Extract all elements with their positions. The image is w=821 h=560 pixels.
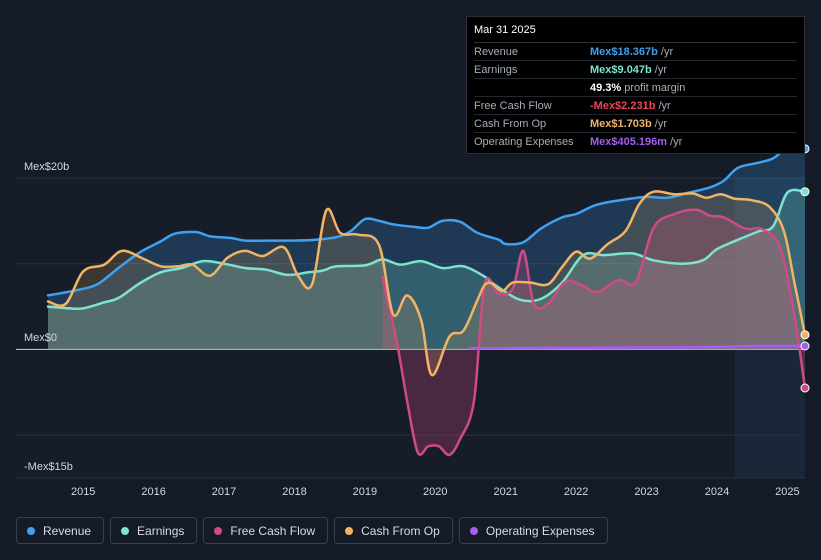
x-tick-label: 2020 xyxy=(423,486,447,498)
cash-from-op-line xyxy=(46,190,807,377)
legend-label: Revenue xyxy=(43,523,92,538)
legend-item-operating-expenses[interactable]: Operating Expenses xyxy=(458,517,608,544)
tooltip-label: Operating Expenses xyxy=(474,135,574,148)
earnings-area xyxy=(48,189,805,350)
x-tick-label: 2017 xyxy=(212,486,236,498)
cash-from-op-end-marker xyxy=(800,330,810,340)
tooltip-row: Free Cash Flow -Mex$2.231b/yr xyxy=(474,97,797,115)
tooltip-date: Mar 31 2025 xyxy=(474,24,797,43)
x-tick-label: 2019 xyxy=(353,486,377,498)
legend-item-earnings[interactable]: Earnings xyxy=(110,517,198,544)
earnings-line xyxy=(46,188,807,311)
operating-expenses-line xyxy=(469,344,807,350)
x-tick-label: 2024 xyxy=(705,486,729,498)
cash-from-op-area xyxy=(48,191,805,376)
free-cash-flow-end-marker xyxy=(800,383,810,393)
x-tick-label: 2025 xyxy=(775,486,799,498)
tooltip-unit: /yr xyxy=(654,63,667,76)
tooltip-unit: /yr xyxy=(670,135,683,148)
tooltip-row: 49.3% profit margin xyxy=(474,79,797,97)
free-cash-flow-line xyxy=(381,208,807,457)
tooltip-unit: profit margin xyxy=(624,81,686,94)
legend-dot-icon xyxy=(214,526,223,535)
free-cash-flow-area xyxy=(382,209,805,456)
tooltip-value: Mex$18.367b xyxy=(590,45,658,58)
tooltip-value: Mex$9.047b xyxy=(590,63,652,76)
legend-item-free-cash-flow[interactable]: Free Cash Flow xyxy=(203,517,329,544)
x-tick-label: 2022 xyxy=(564,486,588,498)
x-tick-label: 2018 xyxy=(282,486,306,498)
tooltip-unit: /yr xyxy=(660,45,674,58)
tooltip-label: Free Cash Flow xyxy=(474,99,552,112)
tooltip-label: Earnings xyxy=(474,63,518,76)
tooltip-label: Cash From Op xyxy=(474,117,547,130)
earnings-end-marker xyxy=(800,187,810,197)
y-label-top: Mex$20b xyxy=(24,161,69,173)
x-tick-label: 2015 xyxy=(71,486,95,498)
legend-dot-icon xyxy=(121,526,130,535)
tooltip-row: Earnings Mex$9.047b/yr xyxy=(474,61,797,79)
y-label-bottom: -Mex$15b xyxy=(24,461,73,473)
tooltip-value: -Mex$2.231b xyxy=(590,99,656,112)
tooltip-row: Cash From Op Mex$1.703b/yr xyxy=(474,115,797,133)
tooltip-value: Mex$1.703b xyxy=(590,117,652,130)
legend-item-cash-from-op[interactable]: Cash From Op xyxy=(334,517,453,544)
tooltip-row: Operating Expenses Mex$405.196m/yr xyxy=(474,133,797,150)
tooltip-value: 49.3% xyxy=(590,81,622,94)
x-tick-label: 2023 xyxy=(634,486,658,498)
x-tick-label: 2016 xyxy=(141,486,165,498)
tooltip-unit: /yr xyxy=(658,99,671,112)
tooltip-row: Revenue Mex$18.367b/yr xyxy=(474,43,797,61)
tooltip-value: Mex$405.196m xyxy=(590,135,668,148)
legend-label: Free Cash Flow xyxy=(230,523,316,538)
tooltip-label: Revenue xyxy=(474,45,519,58)
legend-item-revenue[interactable]: Revenue xyxy=(16,517,105,544)
legend-dot-icon xyxy=(345,526,354,535)
legend-dot-icon xyxy=(469,526,478,535)
legend-label: Operating Expenses xyxy=(485,523,595,538)
past-plot-area xyxy=(16,178,735,478)
legend: Revenue Earnings Free Cash Flow Cash From O… xyxy=(16,517,608,544)
tooltip-unit: /yr xyxy=(654,117,667,130)
y-label-zero: Mex$0 xyxy=(24,332,57,344)
tooltip: Mar 31 2025 Revenue Mex$18.367b/yr Earning… xyxy=(466,16,805,154)
x-tick-label: 2021 xyxy=(493,486,517,498)
legend-dot-icon xyxy=(27,526,35,535)
revenue-area xyxy=(48,147,805,350)
operating-expenses-end-marker xyxy=(800,341,810,351)
legend-label: Cash From Op xyxy=(361,523,440,538)
legend-label: Earnings xyxy=(137,523,185,538)
